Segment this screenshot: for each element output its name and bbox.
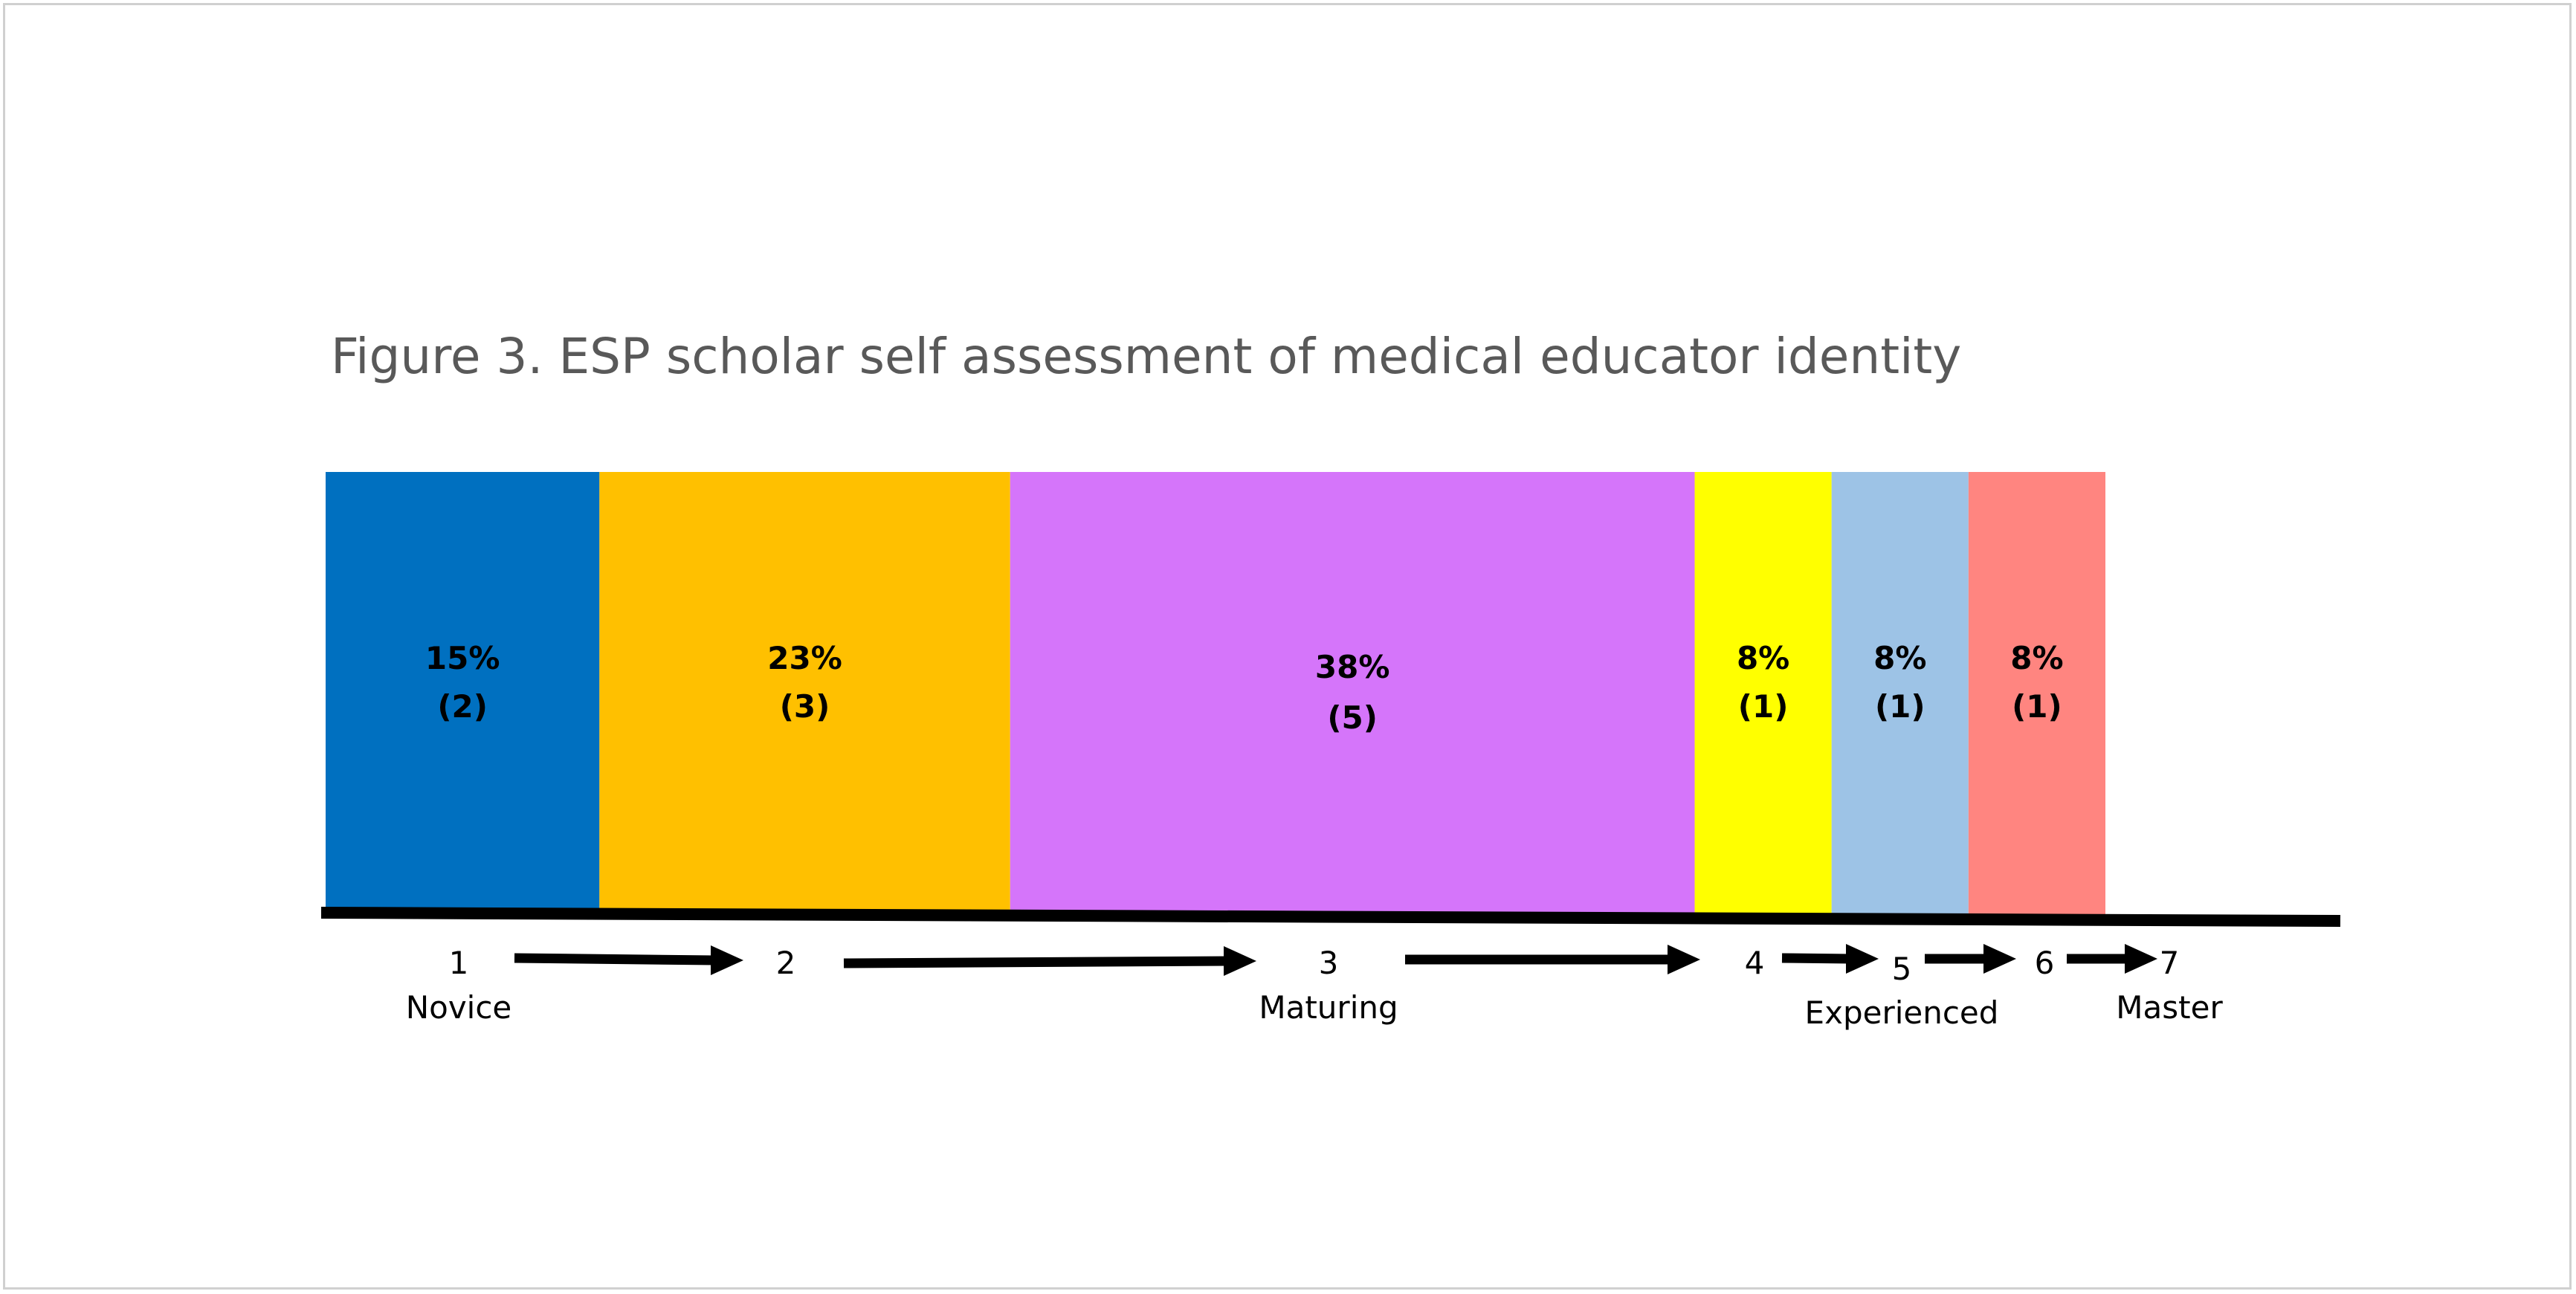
scale-name-5: Experienced bbox=[1805, 994, 1999, 1031]
arrow-6 bbox=[2067, 944, 2157, 974]
scale-name-7: Master bbox=[2116, 989, 2223, 1026]
segment-6 bbox=[1968, 472, 2105, 916]
segment-6-percent: 8% bbox=[2010, 640, 2063, 676]
segment-4-count: (1) bbox=[1738, 688, 1789, 725]
arrow-2 bbox=[843, 946, 1256, 976]
chart-frame bbox=[3, 3, 2572, 1290]
scale-name-1: Novice bbox=[406, 989, 512, 1026]
segment-4-percent: 8% bbox=[1737, 640, 1789, 676]
segment-1-count: (2) bbox=[437, 688, 488, 725]
arrow-3 bbox=[1405, 945, 1700, 974]
segment-2-count: (3) bbox=[780, 688, 830, 725]
segment-1-percent: 15% bbox=[425, 640, 500, 676]
segment-5-count: (1) bbox=[1875, 688, 1925, 725]
baseline bbox=[320, 907, 2341, 927]
arrow-1 bbox=[514, 945, 743, 975]
scale-number-4: 4 bbox=[1745, 945, 1765, 981]
segment-3-percent: 38% bbox=[1315, 649, 1390, 685]
segment-4 bbox=[1694, 472, 1832, 916]
segment-3 bbox=[1010, 472, 1695, 916]
segment-2-percent: 23% bbox=[767, 640, 842, 676]
scale-number-2: 2 bbox=[776, 945, 796, 981]
chart-title: Figure 3. ESP scholar self assessment of… bbox=[331, 328, 1961, 385]
scale-number-3: 3 bbox=[1319, 945, 1339, 981]
scale-name-3: Maturing bbox=[1259, 989, 1398, 1026]
segment-2 bbox=[599, 472, 1010, 916]
segments-group: 15% (2) 23% (3) 38% (5) 8% (1) 8% (1) 8% (1) bbox=[326, 472, 2105, 916]
segment-6-count: (1) bbox=[2012, 688, 2062, 725]
scale-number-5: 5 bbox=[1892, 951, 1912, 987]
segment-5-percent: 8% bbox=[1873, 640, 1926, 676]
segment-1 bbox=[326, 472, 600, 916]
scale-group: 1 Novice 2 3 Maturing 4 5 Experienced 6 7 Master bbox=[406, 944, 2223, 1031]
arrow-4 bbox=[1781, 944, 1879, 974]
arrow-5 bbox=[1925, 944, 2016, 974]
scale-number-1: 1 bbox=[449, 945, 469, 981]
scale-number-7: 7 bbox=[2160, 945, 2180, 981]
segment-3-count: (5) bbox=[1327, 699, 1378, 736]
scale-number-6: 6 bbox=[2035, 945, 2055, 981]
segment-5 bbox=[1831, 472, 1969, 916]
